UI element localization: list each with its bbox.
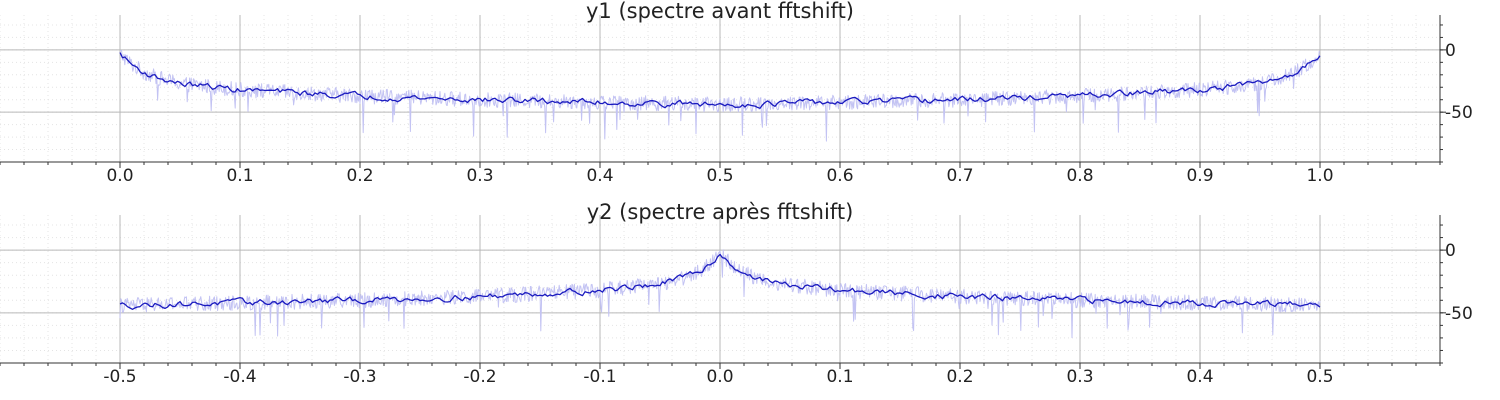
x-tick-label: -0.3	[343, 367, 376, 387]
x-tick-label: 0.5	[1306, 367, 1333, 387]
x-tick-label: -0.1	[583, 367, 616, 387]
y-tick-label: 0	[1445, 241, 1456, 261]
x-tick-label: 0.7	[946, 166, 973, 186]
x-tick-label: 0.6	[826, 166, 853, 186]
x-tick-label: 0.1	[826, 367, 853, 387]
panel-y1: 0.0 0.1 0.2 0.3 0.4 0.5 0.6 0.7 0.8 0.9 1.0 0 -50 y1 …	[0, 0, 1473, 186]
x-tick-label: -0.4	[223, 367, 256, 387]
series-smoothed-line	[119, 253, 1321, 310]
x-tick-label: -0.5	[103, 367, 136, 387]
x-tick-label: 0.1	[226, 166, 253, 186]
x-tick-label: 0.0	[706, 367, 733, 387]
y-tick-label: -50	[1445, 304, 1473, 324]
series-raw-line	[119, 49, 1321, 142]
x-tick-label: 0.3	[1066, 367, 1093, 387]
chart-title-y1: y1 (spectre avant fftshift)	[586, 0, 854, 23]
series-smoothed-line	[119, 52, 1321, 109]
x-tick-label: 0.2	[946, 367, 973, 387]
x-tick-label: 0.4	[586, 166, 613, 186]
y-tick-label: -50	[1445, 103, 1473, 123]
x-tick-label: 0.2	[346, 166, 373, 186]
x-tick-label: 0.5	[706, 166, 733, 186]
panel-y2: -0.5 -0.4 -0.3 -0.2 -0.1 0.0 0.1 0.2 0.3 0.4 0.5 0 -…	[0, 200, 1473, 387]
chart-title-y2: y2 (spectre après fftshift)	[587, 200, 854, 224]
x-tick-label: 0.4	[1186, 367, 1213, 387]
series-raw-line	[119, 249, 1321, 339]
y-tick-label: 0	[1445, 41, 1456, 61]
x-tick-label: 0.9	[1186, 166, 1213, 186]
x-tick-label: 0.0	[106, 166, 133, 186]
x-tick-label: 0.8	[1066, 166, 1093, 186]
x-tick-label: 0.3	[466, 166, 493, 186]
x-tick-label: 1.0	[1306, 166, 1333, 186]
x-tick-label: -0.2	[463, 367, 496, 387]
